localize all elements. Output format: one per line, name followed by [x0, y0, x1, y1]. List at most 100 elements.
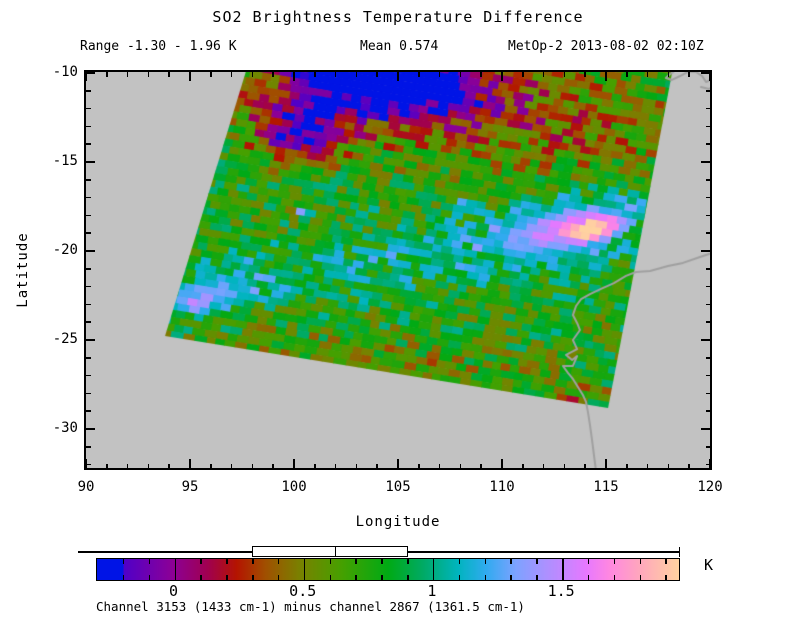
axis-tick-mark: [86, 338, 95, 341]
axis-tick-mark: [563, 463, 566, 468]
axis-tick-mark: [705, 214, 710, 217]
satellite-swath-heatmap: [86, 72, 710, 468]
axis-tick-mark: [646, 463, 649, 468]
colorbar-caption: Channel 3153 (1433 cm-1) minus channel 2…: [96, 599, 525, 614]
colorbar-major-tick: [562, 559, 564, 580]
axis-tick-mark: [701, 249, 710, 252]
axis-tick-mark: [397, 72, 399, 81]
axis-tick-mark: [355, 72, 358, 77]
y-tick-label: -20: [52, 241, 78, 258]
axis-tick-mark: [86, 143, 91, 145]
axis-tick-mark: [86, 90, 91, 92]
x-axis-title: Longitude: [355, 514, 441, 530]
range-indicator-box-left: [251, 546, 337, 557]
axis-tick-mark: [251, 72, 254, 77]
axis-tick-mark: [459, 463, 462, 468]
axis-tick-mark: [334, 463, 337, 468]
colorbar-minor-tick: [536, 559, 538, 564]
axis-tick-mark: [168, 72, 170, 77]
axis-tick-mark: [705, 392, 710, 395]
x-tick-label: 95: [181, 479, 199, 495]
axis-tick-mark: [542, 72, 545, 77]
axis-tick-mark: [126, 72, 129, 77]
colorbar-unit-label: K: [704, 556, 714, 574]
colorbar-minor-tick: [148, 575, 151, 580]
axis-tick-mark: [709, 72, 711, 81]
colorbar-minor-tick: [407, 575, 409, 580]
axis-tick-mark: [705, 143, 710, 145]
colorbar-minor-tick: [252, 575, 254, 580]
x-tick-label: 115: [593, 479, 619, 495]
axis-tick-mark: [705, 90, 710, 92]
x-tick-label: 110: [489, 479, 515, 495]
axis-tick-mark: [86, 249, 95, 252]
axis-tick-mark: [189, 72, 191, 81]
colorbar-minor-tick: [665, 575, 667, 580]
axis-tick-mark: [86, 303, 91, 306]
axis-tick-mark: [85, 459, 87, 468]
colorbar-major-tick: [174, 559, 177, 580]
axis-tick-mark: [522, 72, 524, 77]
colorbar-tick-label: 1: [427, 582, 437, 600]
colorbar-minor-tick: [484, 575, 487, 580]
axis-tick-mark: [355, 463, 358, 468]
colorbar-minor-tick: [200, 559, 202, 564]
axis-tick-mark: [86, 160, 95, 163]
axis-tick-mark: [605, 72, 607, 81]
colorbar-minor-tick: [329, 575, 332, 580]
header-satellite-timestamp: MetOp-2 2013-08-02 02:10Z: [508, 39, 704, 54]
colorbar-minor-tick: [148, 559, 151, 564]
axis-tick-mark: [86, 463, 91, 466]
colorbar-minor-tick: [122, 575, 125, 580]
axis-tick-mark: [688, 463, 690, 468]
colorbar-minor-tick: [122, 559, 125, 564]
colorbar-minor-tick: [587, 575, 590, 580]
axis-tick-mark: [85, 72, 87, 81]
colorbar-minor-tick: [252, 559, 254, 564]
axis-tick-mark: [106, 463, 108, 468]
axis-tick-mark: [705, 196, 710, 199]
axis-tick-mark: [459, 72, 462, 77]
axis-tick-mark: [86, 374, 91, 377]
axis-tick-mark: [438, 72, 441, 77]
axis-tick-mark: [701, 160, 710, 163]
axis-tick-mark: [86, 392, 91, 395]
axis-tick-mark: [86, 107, 91, 110]
axis-tick-mark: [705, 303, 710, 306]
axis-tick-mark: [605, 459, 607, 468]
axis-tick-mark: [705, 285, 710, 288]
colorbar-major-tick: [432, 559, 435, 580]
colorbar-tick-label: 0: [169, 582, 179, 600]
axis-tick-mark: [168, 463, 170, 468]
range-indicator-end-tick: [678, 547, 680, 557]
axis-tick-mark: [701, 427, 710, 430]
axis-tick-mark: [86, 410, 91, 412]
axis-tick-mark: [584, 463, 586, 468]
axis-tick-mark: [701, 338, 710, 341]
axis-tick-mark: [705, 107, 710, 110]
axis-tick-mark: [709, 459, 711, 468]
colorbar-tick-label: 1.5: [547, 582, 575, 600]
colorbar-minor-tick: [510, 559, 512, 564]
axis-tick-mark: [705, 125, 710, 128]
axis-tick-mark: [480, 463, 482, 468]
page-title: SO2 Brightness Temperature Difference: [212, 8, 584, 26]
colorbar-minor-tick: [355, 559, 357, 564]
y-tick-label: -10: [52, 63, 78, 80]
header-range-label: Range -1.30 - 1.96 K: [80, 39, 237, 54]
colorbar-minor-tick: [381, 559, 383, 564]
y-tick-label: -25: [52, 330, 78, 347]
axis-tick-mark: [418, 72, 420, 77]
axis-tick-mark: [584, 72, 586, 77]
axis-tick-mark: [397, 459, 399, 468]
y-axis-title: Latitude: [15, 232, 31, 308]
colorbar-minor-tick: [639, 575, 642, 580]
axis-tick-mark: [314, 72, 316, 77]
axis-tick-mark: [272, 72, 274, 77]
axis-tick-mark: [667, 72, 670, 77]
colorbar-minor-tick: [639, 559, 642, 564]
colorbar-minor-tick: [226, 559, 228, 564]
axis-tick-mark: [86, 196, 91, 199]
axis-tick-mark: [438, 463, 441, 468]
axis-tick-mark: [705, 410, 710, 412]
